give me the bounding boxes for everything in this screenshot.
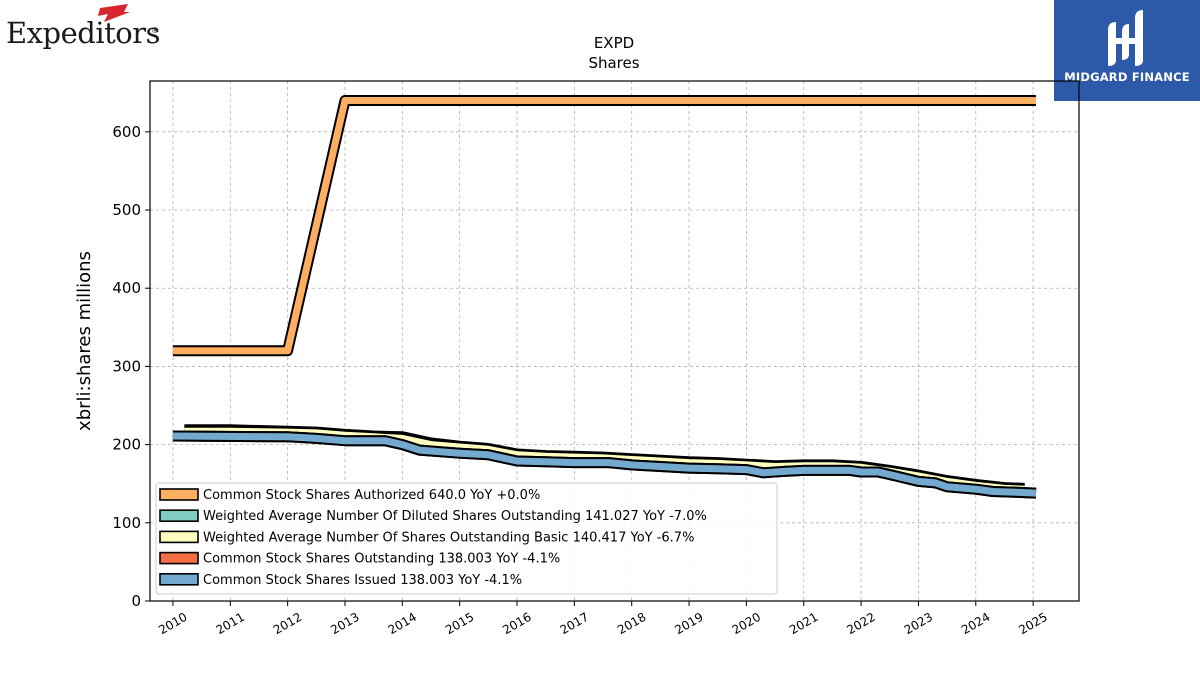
x-tick-label: 2016 [500, 610, 533, 637]
x-tick-label: 2011 [214, 610, 247, 637]
x-tick-label: 2025 [1016, 610, 1049, 637]
x-tick-label: 2022 [844, 610, 877, 637]
legend-swatch [159, 572, 199, 586]
series-line [172, 97, 1036, 355]
y-tick-label: 100 [112, 514, 141, 532]
legend-entry: Common Stock Shares Outstanding 138.003 … [203, 552, 560, 567]
legend-entry: Common Stock Shares Authorized 640.0 YoY… [203, 488, 540, 503]
x-tick-label: 2014 [386, 610, 419, 637]
x-tick-label: 2013 [328, 610, 361, 637]
legend-swatch [159, 509, 199, 523]
registered-mark: ® [151, 26, 159, 35]
expeditors-wordmark: Expeditors [6, 16, 160, 50]
legend-entry: Weighted Average Number Of Shares Outsta… [203, 530, 694, 545]
midgard-finance-text: MIDGARD FINANCE [1064, 70, 1190, 84]
plot-area-frame [149, 80, 1080, 602]
x-tick-label: 2012 [271, 610, 304, 637]
y-axis-label: xbrli:shares millions [74, 251, 95, 431]
legend-swatch [159, 551, 199, 565]
series-lines [172, 95, 1037, 499]
y-tick-label: 0 [131, 592, 141, 610]
expeditors-logo: Expeditors ® [6, 4, 160, 52]
expeditors-flag-icon [98, 4, 130, 22]
chart-title: EXPD [594, 34, 634, 52]
legend-swatch [159, 488, 199, 501]
legend-entry: Common Stock Shares Issued 138.003 YoY -… [203, 573, 522, 588]
x-tick-label: 2019 [672, 610, 705, 637]
legend-swatch [159, 530, 199, 544]
x-tick-label: 2021 [787, 610, 820, 637]
y-tick-label: 300 [112, 357, 141, 375]
x-tick-label: 2018 [615, 610, 648, 637]
x-tick-label: 2017 [558, 610, 591, 637]
legend: Common Stock Shares Authorized 640.0 YoY… [155, 482, 778, 595]
series-line [172, 432, 1037, 497]
midgard-monogram-icon [1108, 10, 1143, 66]
y-tick-label: 400 [112, 279, 141, 297]
x-tick-label: 2024 [959, 610, 992, 637]
y-tick-label: 600 [112, 123, 141, 141]
y-tick-label: 500 [112, 201, 141, 219]
legend-box [155, 482, 778, 595]
chart-subtitle: Shares [588, 54, 639, 72]
legend-entry: Weighted Average Number Of Diluted Share… [203, 509, 707, 524]
x-tick-label: 2010 [156, 610, 189, 637]
x-tick-label: 2015 [443, 610, 476, 637]
x-tick-label: 2023 [902, 610, 935, 637]
series-outline [172, 95, 1036, 357]
x-tick-label: 2020 [730, 610, 763, 637]
y-tick-label: 200 [112, 436, 141, 454]
midgard-finance-logo: MIDGARD FINANCE [1054, 0, 1200, 101]
